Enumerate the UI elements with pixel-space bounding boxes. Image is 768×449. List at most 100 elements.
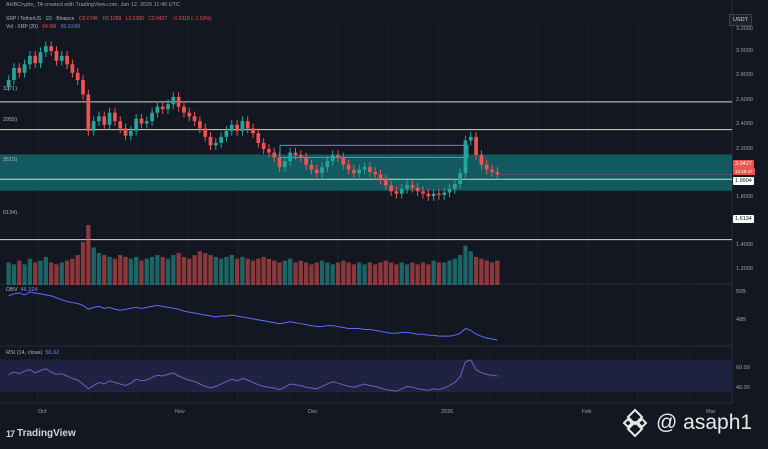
obv-axis-tick: 50B [736,289,746,295]
volume-bar [351,264,357,285]
volume-bar [357,262,362,285]
volume-bar [75,255,80,285]
volume-bar [176,253,181,285]
candle-body [272,152,277,158]
candle-body [320,167,324,174]
candle-body [479,155,484,165]
volume-bar [325,262,330,285]
volume-bar [319,260,325,285]
volume-bar [266,258,272,285]
candle-body [368,167,372,172]
volume-bar [38,260,43,285]
watermark: @ asaph1 [620,408,752,438]
candle-body [166,104,170,110]
volume-bar [431,260,436,285]
candle-body [415,187,420,192]
volume-bar [458,255,463,285]
candle-body [81,80,85,95]
tradingview-brand: TradingView [17,428,76,439]
time-tick: Dec [308,409,318,415]
volume-bar [426,264,431,285]
candle-body [405,185,409,189]
rsi-value: 50.32 [45,350,60,356]
volume-bar [165,258,171,285]
candle-body [43,46,48,53]
candle-body [86,94,91,131]
price-tick: 2.8000 [736,72,753,78]
candle-body [373,171,378,175]
candle-body [256,133,261,143]
candle-body [17,67,22,73]
candle-body [437,193,441,195]
candle-body [394,191,399,194]
candle-body [182,106,186,113]
volume-bar [219,258,224,285]
volume-bar [346,262,351,285]
volume-bar [49,262,54,285]
price-tick: 3.2000 [736,26,753,32]
volume-bar [181,256,187,285]
candle-body [65,55,69,65]
volume-bar [213,256,218,285]
volume-bar [234,258,240,285]
volume-bar [447,260,452,285]
rsi-axis-tick: 40.00 [736,385,750,391]
candle-body [298,155,303,158]
rsi-label[interactable]: RSI (14, close) [6,350,43,356]
volume-bar [112,258,118,285]
symbol-legend[interactable]: XRP / TetherUS · 1D · Binance O2.0745 H2… [6,16,215,22]
obv-label[interactable]: OBV [6,287,18,293]
candle-body [426,193,431,197]
candle-body [229,124,234,131]
candle-body [442,192,447,195]
volume-bar [96,253,102,285]
candle-body [12,67,16,81]
attribution-text: AHBCrypto_TA created with TradingView.co… [6,2,180,8]
candle-body [288,152,293,162]
volume-bar [118,255,123,285]
candle-body [38,52,43,64]
candle-body [447,188,452,193]
volume-bar [362,264,367,285]
time-tick: Mar [706,409,716,415]
volume-bar [80,241,86,285]
candle-body [139,118,144,124]
volume-ma-value: 99.393M [60,24,81,30]
candle-body [389,185,393,192]
tradingview-logo[interactable]: 17 TradingView [6,428,76,439]
time-tick: Oct [38,409,47,415]
ohlc-open: O2.0745 [78,16,99,22]
candle-body [283,161,287,168]
candle-body [213,142,218,146]
rsi-line [8,359,498,392]
volume-label[interactable]: Vol · XRP (20) [6,24,38,30]
candle-body [75,72,80,81]
rsi-legend[interactable]: RSI (14, close) 50.32 [6,350,59,356]
candle-body [224,130,229,137]
volume-bar [240,256,245,285]
symbol-name[interactable]: XRP / TetherUS · 1D · Binance [6,16,75,22]
volume-bar [229,255,234,285]
obv-legend[interactable]: OBV 46.324 [6,287,37,293]
time-tick: Feb [582,409,592,415]
currency-unit-button[interactable]: USDT [729,14,752,26]
volume-bar [410,262,415,285]
candle-body [309,164,314,170]
candle-body [277,157,282,168]
volume-bar [293,262,298,285]
binance-logo-icon [622,408,648,438]
volume-bar [404,264,410,285]
volume-legend[interactable]: Vol · XRP (20) 64.9M 99.393M [6,24,83,30]
volume-bar [495,260,500,285]
volume-bar [452,258,457,285]
volume-bar [341,260,346,285]
volume-bar [468,251,473,285]
candle-body [352,169,356,174]
ohlc-close: C2.0427 [148,16,168,22]
obv-value: 46.324 [20,287,38,293]
candle-body [91,121,96,131]
volume-bar [70,258,75,285]
candle-body [336,155,340,158]
volume-bar [22,264,27,285]
